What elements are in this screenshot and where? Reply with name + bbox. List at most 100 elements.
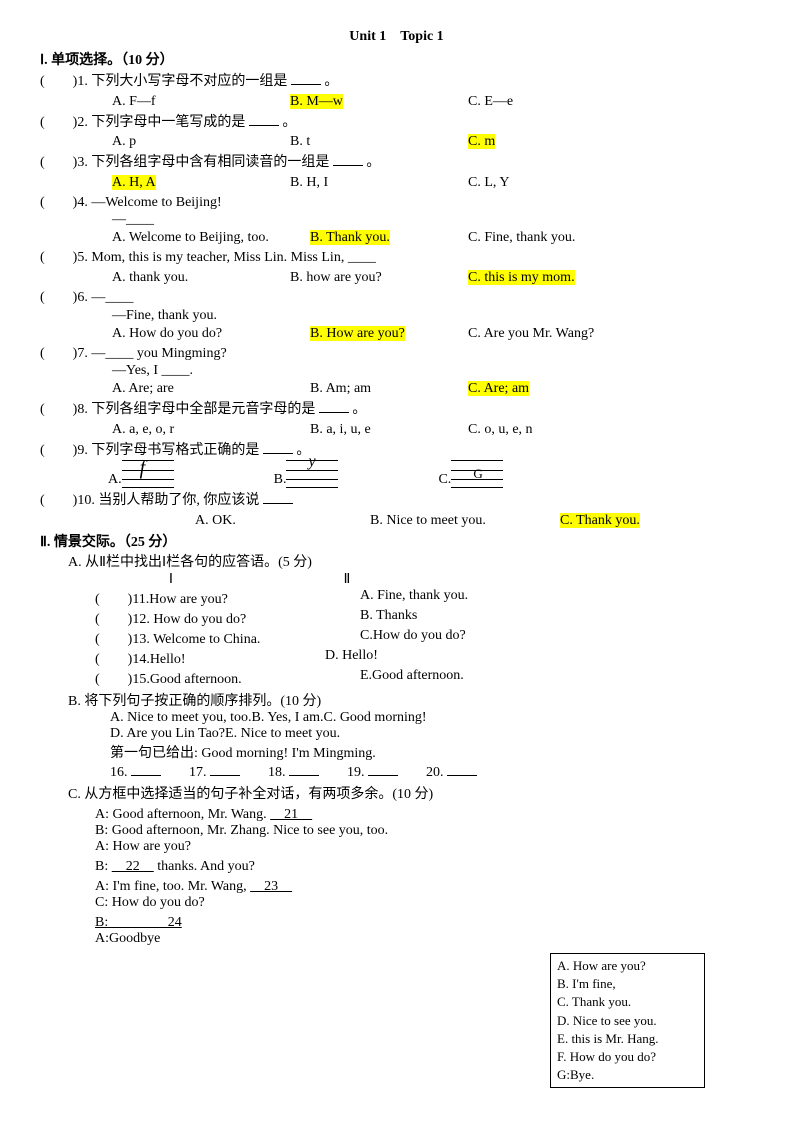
box-option: D. Nice to see you. [557, 1012, 698, 1030]
q4-text: —Welcome to Beijing! [91, 195, 221, 210]
q1-prefix: ( )1. [40, 74, 88, 89]
dialog-line: A: How are you? [95, 839, 753, 855]
q8-text: 下列各组字母中全部是元音字母的是 [91, 402, 315, 417]
q1-blank [291, 71, 321, 85]
q6-line2: —Fine, thank you. [112, 308, 753, 324]
q7-line2: —Yes, I ____. [112, 363, 753, 379]
partC-title: C. 从方框中选择适当的句子补全对话，有两项多余。(10 分) [68, 783, 753, 803]
fill-item: 17. [189, 762, 240, 781]
q6-c: C. Are you Mr. Wang? [468, 326, 646, 342]
q1-b: B. M—w [290, 94, 343, 109]
q6-b: B. How are you? [310, 326, 405, 341]
q9-text: 下列字母书写格式正确的是 [91, 443, 259, 458]
box-option: C. Thank you. [557, 993, 698, 1011]
partB-l3: 第一句已给出: Good morning! I'm Mingming. [110, 742, 753, 762]
q8: ( )8. 下列各组字母中全部是元音字母的是 。 [40, 399, 753, 420]
q6: ( )6. —____ [40, 288, 753, 308]
q6-text: —____ [91, 290, 133, 305]
q10-prefix: ( )10. [40, 493, 95, 508]
match-right: A. Fine, thank you. [360, 588, 468, 608]
dialog-line: B: Good afternoon, Mr. Zhang. Nice to se… [95, 823, 753, 839]
page-title: Unit 1 Topic 1 [40, 25, 753, 45]
match-right: C.How do you do? [360, 628, 466, 648]
q9-prefix: ( )9. [40, 443, 88, 458]
q8-a: A. a, e, o, r [112, 422, 310, 438]
q9-c: C. G [438, 460, 503, 488]
q3: ( )3. 下列各组字母中含有相同读音的一组是 。 [40, 152, 753, 173]
q7-text: —____ you Mingming? [91, 346, 226, 361]
q3-a: A. H, A [112, 175, 156, 190]
q10-a: A. OK. [195, 513, 370, 529]
match-row: ( )15.Good afternoon.E.Good afternoon. [95, 668, 753, 688]
box-option: A. How are you? [557, 957, 698, 975]
partB-l1: A. Nice to meet you, too.B. Yes, I am.C.… [110, 710, 753, 726]
q3-text: 下列各组字母中含有相同读音的一组是 [91, 155, 329, 170]
q4: ( )4. —Welcome to Beijing! [40, 193, 753, 213]
match-row: ( )12. How do you do?B. Thanks [95, 608, 753, 628]
q3-suffix: 。 [366, 155, 380, 170]
box-option: B. I'm fine, [557, 975, 698, 993]
q5: ( )5. Mom, this is my teacher, Miss Lin.… [40, 248, 753, 268]
q2-b: B. t [290, 134, 468, 150]
q5-text: Mom, this is my teacher, Miss Lin. Miss … [91, 250, 376, 265]
q2-prefix: ( )2. [40, 115, 88, 130]
q4-c: C. Fine, thank you. [468, 230, 646, 246]
box-option: F. How do you do? [557, 1048, 698, 1066]
q8-c: C. o, u, e, n [468, 422, 646, 438]
match-right: E.Good afternoon. [360, 668, 464, 688]
dialog-line: C: How do you do? [95, 895, 753, 911]
q3-opts: A. H, A B. H, I C. L, Y [112, 175, 753, 191]
q8-blank [319, 399, 349, 413]
q7-opts: A. Are; are B. Am; am C. Are; am [112, 381, 753, 397]
q10: ( )10. 当别人帮助了你, 你应该说 [40, 490, 753, 511]
q3-b: B. H, I [290, 175, 468, 191]
q10-c: C. Thank you. [560, 513, 640, 528]
q4-prefix: ( )4. [40, 195, 88, 210]
q9-opts: A. f B. y C. G [108, 460, 753, 488]
box-option: E. this is Mr. Hang. [557, 1030, 698, 1048]
q9: ( )9. 下列字母书写格式正确的是 。 [40, 440, 753, 461]
dialog-line: B: 22 thanks. And you? [95, 855, 753, 875]
q6-a: A. How do you do? [112, 326, 310, 342]
q10-b: B. Nice to meet you. [370, 513, 560, 529]
q2-suffix: 。 [282, 115, 296, 130]
section1-heading: Ⅰ. 单项选择。（10 分） [40, 49, 753, 69]
dialog-line: A:Goodbye [95, 931, 753, 947]
box-option: G:Bye. [557, 1066, 698, 1084]
q7-a: A. Are; are [112, 381, 310, 397]
q2-blank [249, 112, 279, 126]
q2-opts: A. p B. t C. m [112, 134, 753, 150]
q3-blank [333, 152, 363, 166]
q1: ( )1. 下列大小写字母不对应的一组是 。 [40, 71, 753, 92]
q5-c: C. this is my mom. [468, 270, 575, 285]
q9-blank [263, 440, 293, 454]
q10-text: 当别人帮助了你, 你应该说 [98, 493, 259, 508]
match-left: ( )15.Good afternoon. [95, 668, 360, 688]
dialog-line: B: 24 [95, 911, 753, 931]
q5-a: A. thank you. [112, 270, 290, 286]
q6-prefix: ( )6. [40, 290, 88, 305]
match-left: ( )11.How are you? [95, 588, 360, 608]
match-left: ( )14.Hello! [95, 648, 360, 668]
dialog-line: A: Good afternoon, Mr. Wang. 21 [95, 803, 753, 823]
q4-line2: —____ [112, 212, 753, 228]
q1-opts: A. F—f B. M—w C. E—e [112, 94, 753, 110]
q9-a: A. f [108, 460, 174, 488]
q2-a: A. p [112, 134, 290, 150]
dialog-line: A: I'm fine, too. Mr. Wang, 23 [95, 875, 753, 895]
q2: ( )2. 下列字母中一笔写成的是 。 [40, 112, 753, 133]
q10-opts: A. OK. B. Nice to meet you. C. Thank you… [195, 513, 753, 529]
match-row: ( )14.Hello!D. Hello! [95, 648, 753, 668]
q3-c: C. L, Y [468, 175, 646, 191]
match-row: ( )11.How are you? A. Fine, thank you. [95, 588, 753, 608]
q6-opts: A. How do you do? B. How are you? C. Are… [112, 326, 753, 342]
q2-c: C. m [468, 134, 495, 149]
q5-prefix: ( )5. [40, 250, 88, 265]
options-box: A. How are you?B. I'm fine,C. Thank you.… [550, 953, 705, 1088]
q8-suffix: 。 [352, 402, 366, 417]
partA-title: A. 从Ⅱ栏中找出Ⅰ栏各句的应答语。(5 分) [68, 551, 753, 571]
q1-text: 下列大小写字母不对应的一组是 [91, 74, 287, 89]
match-row: ( )13. Welcome to China.C.How do you do? [95, 628, 753, 648]
q2-text: 下列字母中一笔写成的是 [91, 115, 245, 130]
partB-l2: D. Are you Lin Tao?E. Nice to meet you. [110, 726, 753, 742]
